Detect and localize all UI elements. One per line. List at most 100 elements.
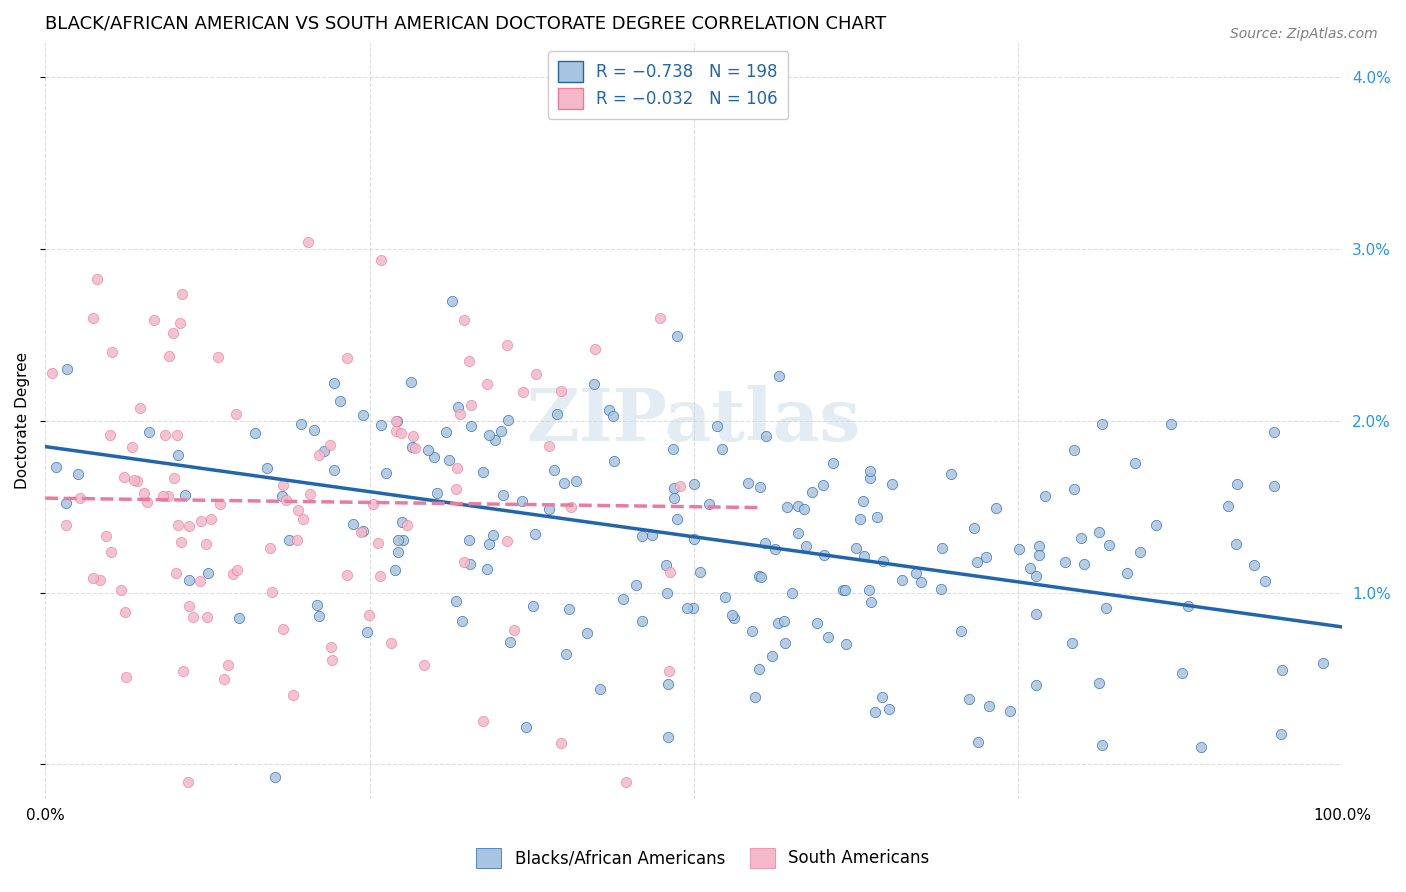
Point xyxy=(1070,532,1092,546)
Point xyxy=(475,561,498,575)
Point xyxy=(977,698,1000,713)
Point xyxy=(100,345,122,359)
Point xyxy=(1063,483,1085,497)
Point xyxy=(195,610,218,624)
Point xyxy=(655,586,678,600)
Point xyxy=(361,497,384,511)
Point xyxy=(222,567,245,582)
Point xyxy=(181,610,204,624)
Point xyxy=(866,509,889,524)
Point xyxy=(357,607,380,622)
Point xyxy=(768,369,790,384)
Point xyxy=(499,635,522,649)
Point xyxy=(163,470,186,484)
Point xyxy=(387,545,409,559)
Point xyxy=(831,582,853,597)
Point xyxy=(1028,548,1050,562)
Point xyxy=(89,574,111,588)
Point xyxy=(863,705,886,719)
Point xyxy=(472,465,495,479)
Point xyxy=(554,647,576,661)
Point xyxy=(260,584,283,599)
Point xyxy=(177,573,200,587)
Point xyxy=(458,354,481,368)
Point xyxy=(1189,740,1212,755)
Point xyxy=(263,771,285,785)
Point xyxy=(654,558,676,573)
Point xyxy=(852,493,875,508)
Point xyxy=(449,408,471,422)
Point xyxy=(834,582,856,597)
Point xyxy=(872,554,894,568)
Point xyxy=(385,414,408,428)
Point xyxy=(845,541,868,555)
Point xyxy=(55,362,77,376)
Point xyxy=(761,648,783,663)
Point xyxy=(475,377,498,392)
Point xyxy=(423,450,446,464)
Point xyxy=(859,471,882,485)
Point xyxy=(749,570,772,584)
Point xyxy=(322,463,344,477)
Point xyxy=(553,475,575,490)
Point xyxy=(426,486,449,500)
Point xyxy=(697,497,720,511)
Point xyxy=(197,566,219,580)
Point xyxy=(162,326,184,340)
Point xyxy=(1216,499,1239,513)
Point xyxy=(631,529,654,543)
Point xyxy=(754,535,776,549)
Point xyxy=(152,489,174,503)
Point xyxy=(367,536,389,550)
Point xyxy=(835,637,858,651)
Point xyxy=(1095,601,1118,615)
Point xyxy=(821,456,844,470)
Point xyxy=(1312,657,1334,671)
Point xyxy=(669,479,692,493)
Point xyxy=(129,401,152,416)
Point xyxy=(392,533,415,548)
Point xyxy=(82,311,104,326)
Point xyxy=(748,662,770,676)
Point xyxy=(1129,545,1152,559)
Point xyxy=(859,464,882,478)
Point xyxy=(489,424,512,438)
Point xyxy=(368,569,391,583)
Point xyxy=(1063,443,1085,458)
Point xyxy=(142,313,165,327)
Point xyxy=(1254,574,1277,588)
Y-axis label: Doctorate Degree: Doctorate Degree xyxy=(15,352,30,490)
Point xyxy=(319,438,342,452)
Point xyxy=(676,601,699,615)
Point xyxy=(100,545,122,559)
Point xyxy=(665,512,688,526)
Point xyxy=(380,636,402,650)
Point xyxy=(721,608,744,623)
Point xyxy=(526,367,548,381)
Point xyxy=(217,657,239,672)
Point xyxy=(114,605,136,619)
Point xyxy=(662,481,685,495)
Point xyxy=(336,351,359,365)
Point xyxy=(437,452,460,467)
Point xyxy=(496,337,519,351)
Point xyxy=(583,342,606,356)
Point xyxy=(370,253,392,268)
Point xyxy=(166,427,188,442)
Point xyxy=(1115,566,1137,580)
Point xyxy=(200,512,222,526)
Point xyxy=(813,548,835,562)
Point xyxy=(817,630,839,644)
Point xyxy=(558,602,581,616)
Point xyxy=(657,677,679,691)
Point xyxy=(1025,678,1047,692)
Point xyxy=(277,533,299,547)
Point xyxy=(401,440,423,454)
Point xyxy=(395,518,418,533)
Point xyxy=(245,426,267,441)
Point xyxy=(157,349,180,363)
Point xyxy=(157,489,180,503)
Point xyxy=(121,440,143,454)
Point xyxy=(384,424,406,438)
Point xyxy=(1160,417,1182,432)
